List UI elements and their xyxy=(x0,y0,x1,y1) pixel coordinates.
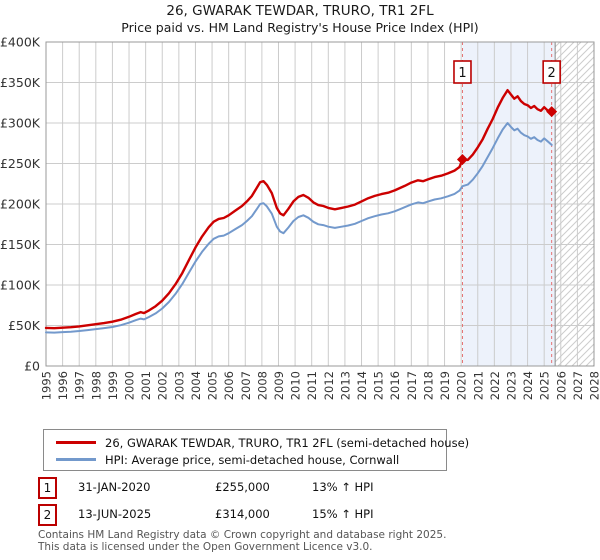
y-tick-label: £350K xyxy=(0,75,41,90)
y-tick-label: £400K xyxy=(0,35,41,50)
x-tick-label: 2018 xyxy=(421,371,435,400)
license-footer: Contains HM Land Registry data © Crown c… xyxy=(38,529,598,553)
x-tick-label: 2021 xyxy=(471,371,485,400)
x-tick-label: 2003 xyxy=(172,371,186,400)
future-hatch-region xyxy=(555,42,594,366)
legend-item-hpi: HPI: Average price, semi-detached house,… xyxy=(56,451,446,468)
x-tick-label: 2014 xyxy=(355,371,369,400)
hpi-line xyxy=(45,122,553,334)
y-tick-label: £250K xyxy=(0,156,41,171)
x-tick-label: 2019 xyxy=(438,371,452,400)
x-tick-label: 2027 xyxy=(571,371,585,400)
x-tick-label: 2001 xyxy=(139,371,153,400)
x-tick-label: 2010 xyxy=(289,371,303,400)
footer-line-1: Contains HM Land Registry data © Crown c… xyxy=(38,529,447,541)
sale-marker-box-2 xyxy=(542,60,561,84)
property-price-line xyxy=(44,89,553,330)
sale-marker-label-1: 1 xyxy=(458,66,466,81)
x-tick-label: 2004 xyxy=(189,371,203,400)
transaction-1-date: 31-JAN-2020 xyxy=(78,480,151,494)
sale-marker-label-2: 2 xyxy=(548,66,556,81)
x-tick-label: 2006 xyxy=(222,371,236,400)
x-tick-label: 2020 xyxy=(455,371,469,400)
x-tick-label: 2026 xyxy=(554,371,568,400)
transaction-1-badge: 1 xyxy=(38,477,57,499)
x-tick-label: 2008 xyxy=(255,371,269,400)
transaction-2-date: 13-JUN-2025 xyxy=(78,507,152,521)
x-tick-label: 2005 xyxy=(206,371,220,400)
transaction-1-hpi-delta: 13% ↑ HPI xyxy=(312,480,374,494)
x-tick-label: 2007 xyxy=(239,371,253,400)
transaction-1-price: £255,000 xyxy=(215,480,270,494)
sale-diamond-2 xyxy=(546,106,558,118)
footer-line-2: This data is licensed under the Open Gov… xyxy=(38,541,373,554)
x-tick-label: 2012 xyxy=(322,371,336,400)
page-title: 26, GWARAK TEWDAR, TRURO, TR1 2FL xyxy=(166,3,434,19)
transaction-row-2: 2 13-JUN-2025 £314,000 15% ↑ HPI xyxy=(0,504,600,526)
x-tick-label: 2011 xyxy=(305,371,319,400)
x-tick-label: 2023 xyxy=(504,371,518,400)
x-tick-label: 1999 xyxy=(106,371,120,400)
x-tick-label: 2028 xyxy=(588,371,600,400)
transaction-2-price: £314,000 xyxy=(215,507,270,521)
sale-marker-box-1 xyxy=(453,60,472,84)
chart-legend: 26, GWARAK TEWDAR, TRURO, TR1 2FL (semi-… xyxy=(43,429,469,471)
y-tick-label: £150K xyxy=(0,237,41,252)
property-line-swatch xyxy=(56,441,96,444)
y-tick-label: £0 xyxy=(24,359,40,374)
y-tick-label: £50K xyxy=(8,318,41,333)
x-tick-label: 1996 xyxy=(56,371,70,400)
y-tick-label: £300K xyxy=(0,116,41,131)
transaction-2-badge: 2 xyxy=(38,504,57,526)
legend-item-property: 26, GWARAK TEWDAR, TRURO, TR1 2FL (semi-… xyxy=(56,434,469,451)
x-tick-label: 2002 xyxy=(156,371,170,400)
plot-border xyxy=(45,41,595,367)
x-tick-label: 2017 xyxy=(405,371,419,400)
y-tick-label: £200K xyxy=(0,197,41,212)
x-tick-label: 2024 xyxy=(521,371,535,400)
x-tick-label: 2000 xyxy=(123,371,137,400)
y-tick-label: £100K xyxy=(0,278,41,293)
transaction-row-1: 1 31-JAN-2020 £255,000 13% ↑ HPI xyxy=(0,477,600,499)
x-tick-label: 2013 xyxy=(338,371,352,400)
x-tick-label: 2015 xyxy=(372,371,386,400)
transaction-2-hpi-delta: 15% ↑ HPI xyxy=(312,507,374,521)
x-tick-label: 1998 xyxy=(89,371,103,400)
x-tick-label: 2025 xyxy=(538,371,552,400)
sale-diamond-1 xyxy=(456,153,468,165)
x-tick-label: 2022 xyxy=(488,371,502,400)
x-tick-label: 1995 xyxy=(40,371,54,400)
x-tick-label: 1997 xyxy=(73,371,87,400)
legend-label-hpi: HPI: Average price, semi-detached house,… xyxy=(105,452,400,467)
x-tick-label: 2016 xyxy=(388,371,402,400)
x-tick-label: 2009 xyxy=(272,371,286,400)
page-subtitle: Price paid vs. HM Land Registry's House … xyxy=(121,20,479,35)
legend-label-property: 26, GWARAK TEWDAR, TRURO, TR1 2FL (semi-… xyxy=(105,435,470,450)
hpi-line-swatch xyxy=(56,458,96,461)
